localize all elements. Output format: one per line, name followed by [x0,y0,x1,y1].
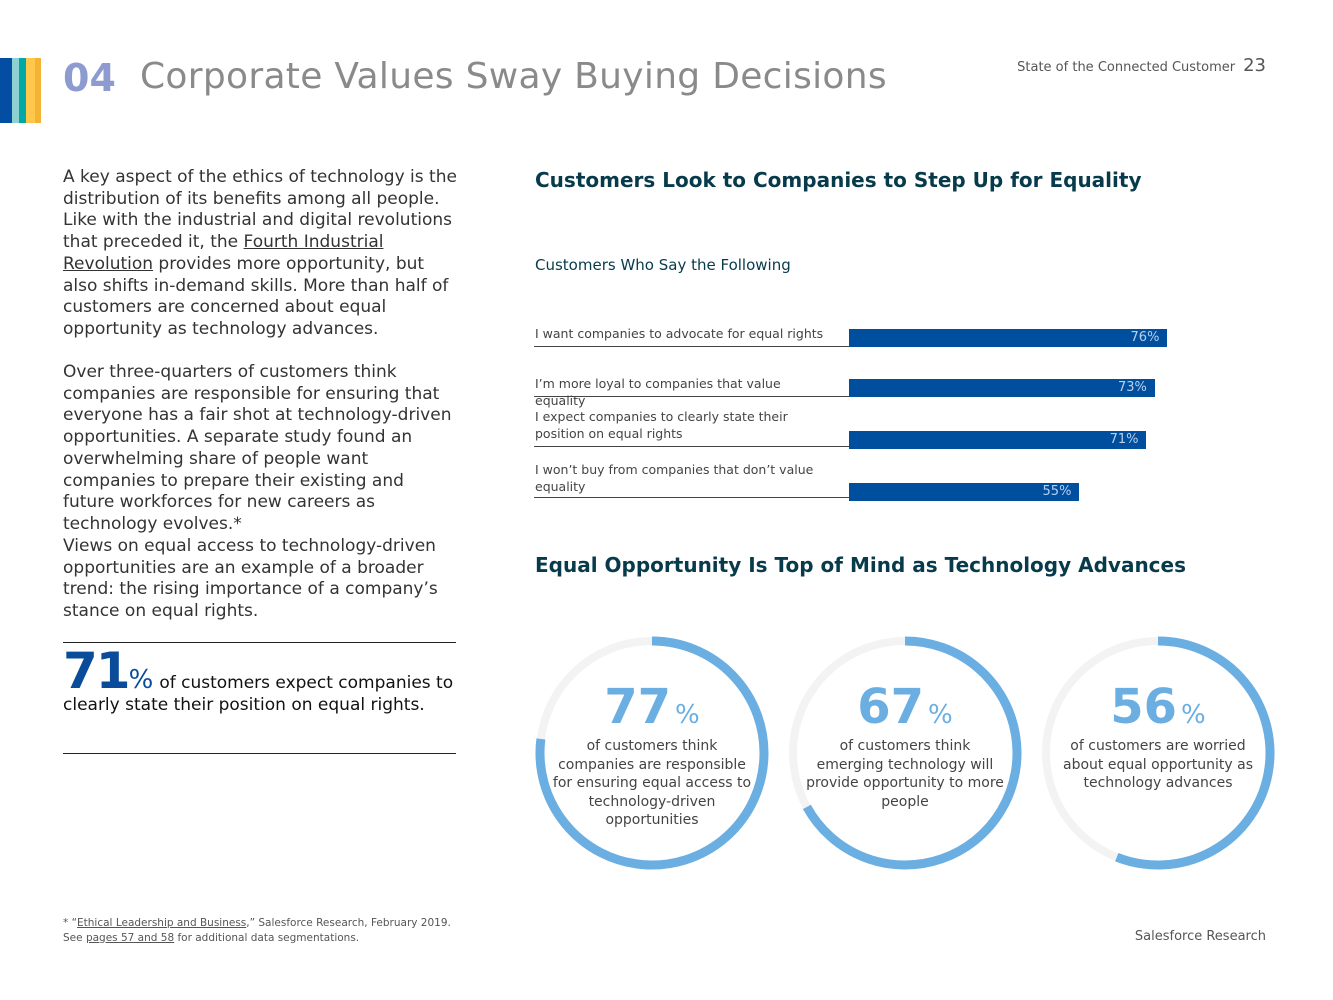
donut-unit: % [1181,700,1206,730]
page-title: Corporate Values Sway Buying Decisions [140,56,887,97]
fourth-industrial-revolution-link[interactable]: Fourth Industrial Revolution [63,232,384,274]
paragraph-3: Views on equal access to technology-driv… [63,536,438,622]
bar: 71% [849,431,1147,449]
donut-chart: 77% of customers think companies are resp… [532,633,772,873]
donut-description: of customers are worried about equal opp… [1062,738,1254,791]
donut-value: 67% [785,679,1025,735]
stat-value: 71 [63,642,131,700]
stripe-5 [35,58,41,123]
bar-chart-subtitle: Customers Who Say the Following [535,256,791,274]
pages-link[interactable]: pages 57 and 58 [85,931,175,944]
divider [63,642,456,643]
donut-chart: 67% of customers think emerging technolog… [785,633,1025,873]
divider [63,753,456,754]
stripe-4 [26,58,35,123]
bar-value-label: 76% [1130,330,1160,345]
row-rule [534,446,849,447]
text: A key aspect of the ethics of technology… [63,167,457,253]
paragraph-2: Over three-quarters of customers think c… [63,362,452,534]
section-number: 04 [63,56,116,100]
text: * “ [63,917,78,929]
donut-svg [1042,636,1275,870]
bar: 76% [849,329,1168,347]
donut-chart: 56% of customers are worried about equal … [1038,633,1278,873]
donut-number: 77 [604,679,672,735]
stripe-1 [0,58,12,123]
bar-category-label: I’m more loyal to companies that value e… [535,376,781,408]
bar-category-label: I expect companies to clearly state thei… [535,409,788,441]
donut-description: of customers think emerging technology w… [806,738,1004,810]
bar-category-label: I won’t buy from companies that don’t va… [535,462,814,494]
text: ,” Salesforce Research, February 2019. [246,917,451,929]
donut-arc [802,636,1022,870]
stripe-2 [12,58,19,123]
running-header: State of the Connected Customer 23 [1017,55,1266,76]
donut-value: 56% [1038,679,1278,735]
ethical-leadership-link[interactable]: Ethical Leadership and Business [77,917,247,929]
donut-description: of customers think companies are respons… [552,738,752,828]
row-rule [534,396,849,397]
text: provides more opportunity, but also shif… [63,253,449,339]
bar: 73% [849,379,1155,397]
donut-unit: % [675,700,700,730]
donut-svg [535,636,769,870]
text: See [63,931,86,944]
bar-category-label: I want companies to advocate for equal r… [535,326,824,341]
row-rule [534,497,849,498]
donut-unit: % [928,700,953,730]
stat-callout: 71% of customers expect companies to clea… [63,646,458,716]
report-name: State of the Connected Customer [1017,60,1236,75]
stat-unit: % [128,665,154,695]
bar-value-label: 55% [1042,484,1072,499]
bar: 55% [849,483,1080,501]
bar-chart-title: Customers Look to Companies to Step Up f… [535,168,1142,192]
bar-value-label: 73% [1117,380,1147,395]
donut-number: 56 [1110,679,1178,735]
donut-value: 77% [532,679,772,735]
donut-section-title: Equal Opportunity Is Top of Mind as Tech… [535,553,1187,577]
row-rule [534,346,849,347]
donut-svg [789,636,1022,870]
donut-arc [535,636,769,870]
stat-text: of customers expect companies to clearly… [63,673,454,715]
donut-number: 67 [857,679,925,735]
stripe-3 [19,58,26,123]
bar-value-label: 71% [1109,432,1139,447]
page-number: 23 [1243,55,1266,76]
footer-brand: Salesforce Research [1134,929,1266,944]
paragraph-1: A key aspect of the ethics of technology… [63,167,458,341]
text: for additional data segmentations. [174,931,360,944]
footnote: * “Ethical Leadership and Business,” Sal… [63,916,451,945]
donut-arc [1115,636,1275,870]
